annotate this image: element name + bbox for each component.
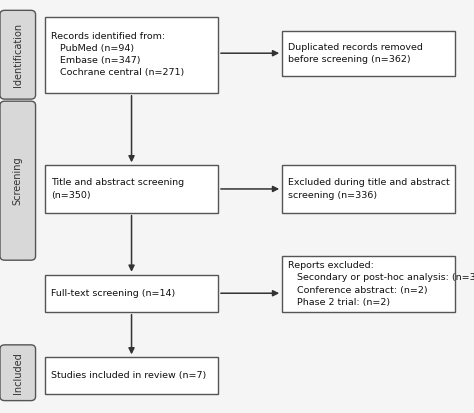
Text: Screening: Screening	[13, 157, 23, 205]
Text: Full-text screening (n=14): Full-text screening (n=14)	[51, 289, 175, 298]
Text: Identification: Identification	[13, 23, 23, 87]
FancyBboxPatch shape	[45, 357, 218, 394]
FancyBboxPatch shape	[45, 165, 218, 213]
Text: Records identified from:
   PubMed (n=94)
   Embase (n=347)
   Cochrane central : Records identified from: PubMed (n=94) E…	[51, 32, 184, 78]
FancyBboxPatch shape	[282, 165, 455, 213]
FancyBboxPatch shape	[45, 17, 218, 93]
Text: Reports excluded:
   Secondary or post-hoc analysis: (n=3)
   Conference abstrac: Reports excluded: Secondary or post-hoc …	[288, 261, 474, 307]
FancyBboxPatch shape	[282, 256, 455, 312]
Text: Studies included in review (n=7): Studies included in review (n=7)	[51, 371, 207, 380]
Text: Excluded during title and abstract
screening (n=336): Excluded during title and abstract scree…	[288, 178, 450, 199]
FancyBboxPatch shape	[0, 345, 36, 401]
Text: Included: Included	[13, 352, 23, 394]
FancyBboxPatch shape	[45, 275, 218, 312]
FancyBboxPatch shape	[0, 101, 36, 260]
Text: Title and abstract screening
(n=350): Title and abstract screening (n=350)	[51, 178, 184, 199]
FancyBboxPatch shape	[282, 31, 455, 76]
FancyBboxPatch shape	[0, 10, 36, 99]
Text: Duplicated records removed
before screening (n=362): Duplicated records removed before screen…	[288, 43, 423, 64]
